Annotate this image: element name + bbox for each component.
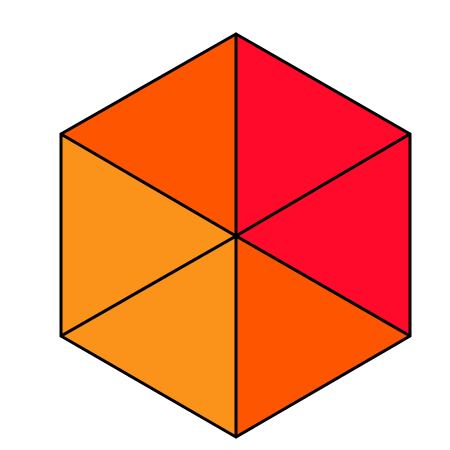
triangle xyxy=(59,32,238,238)
